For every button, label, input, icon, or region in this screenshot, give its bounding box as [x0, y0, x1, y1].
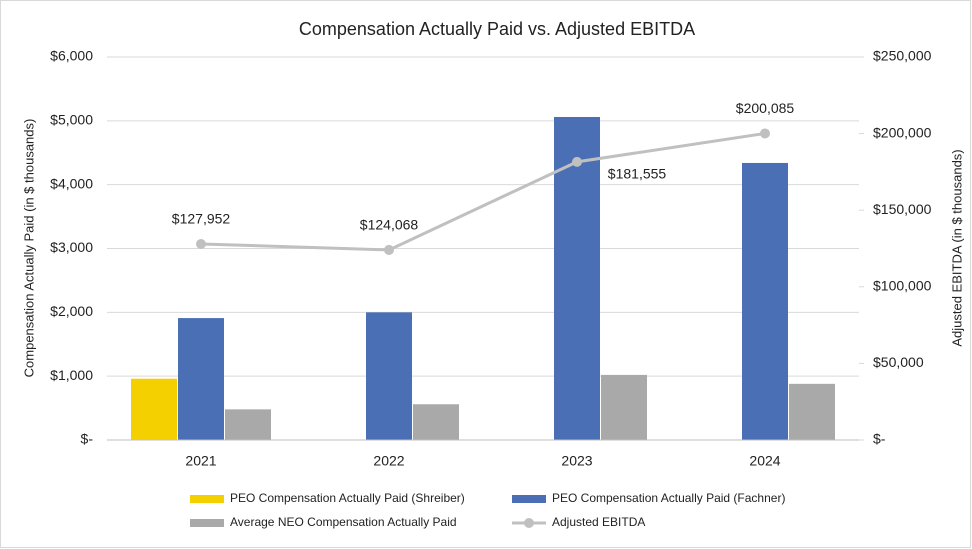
y-tick-label: $6,000: [50, 48, 93, 64]
legend-label: PEO Compensation Actually Paid (Shreiber…: [230, 491, 465, 505]
bar: [225, 409, 271, 440]
y2-tick-label: $250,000: [873, 48, 932, 64]
y2-tick-label: $100,000: [873, 278, 932, 294]
y-tick-label: $4,000: [50, 175, 93, 191]
y2-axis-title: Adjusted EBITDA (in $ thousands): [949, 149, 964, 346]
line-point: [384, 244, 394, 255]
y-axis-title: Compensation Actually Paid (in $ thousan…: [21, 119, 36, 378]
legend-swatch: [512, 495, 546, 503]
legend-label: Adjusted EBITDA: [552, 515, 645, 529]
y-tick-label: $-: [81, 431, 94, 447]
bar: [789, 383, 835, 440]
bar: [178, 318, 224, 440]
line-point: [760, 128, 770, 139]
data-label: $200,085: [736, 100, 795, 116]
legend-label: PEO Compensation Actually Paid (Fachner): [552, 491, 785, 505]
y-tick-label: $1,000: [50, 367, 93, 383]
y-tick-label: $5,000: [50, 112, 93, 128]
line-point: [572, 156, 582, 167]
data-label: $124,068: [360, 217, 419, 233]
line: [200, 131, 766, 252]
bar: [601, 374, 647, 440]
legend-swatch: [190, 495, 224, 503]
bar: [554, 117, 600, 441]
bar: [742, 162, 788, 441]
bar: [131, 378, 177, 440]
data-label: $127,952: [172, 211, 231, 227]
x-tick-label: 2021: [185, 453, 216, 469]
y-tick-label: $3,000: [50, 239, 93, 255]
line-point: [196, 238, 206, 249]
y2-tick-label: $200,000: [873, 124, 932, 140]
y2-tick-label: $150,000: [873, 201, 932, 217]
legend-swatch: [190, 519, 224, 527]
x-tick-label: 2023: [561, 453, 592, 469]
data-label: $181,555: [608, 166, 667, 182]
y-tick-label: $2,000: [50, 303, 93, 319]
legend-swatch: [524, 518, 534, 528]
bar: [413, 404, 459, 440]
bar: [366, 312, 412, 440]
x-tick-label: 2024: [749, 453, 780, 469]
chart-title: Compensation Actually Paid vs. Adjusted …: [299, 19, 695, 39]
legend-label: Average NEO Compensation Actually Paid: [230, 515, 457, 529]
y2-tick-label: $-: [873, 431, 886, 447]
x-tick-label: 2022: [373, 453, 404, 469]
y2-tick-label: $50,000: [873, 354, 924, 370]
